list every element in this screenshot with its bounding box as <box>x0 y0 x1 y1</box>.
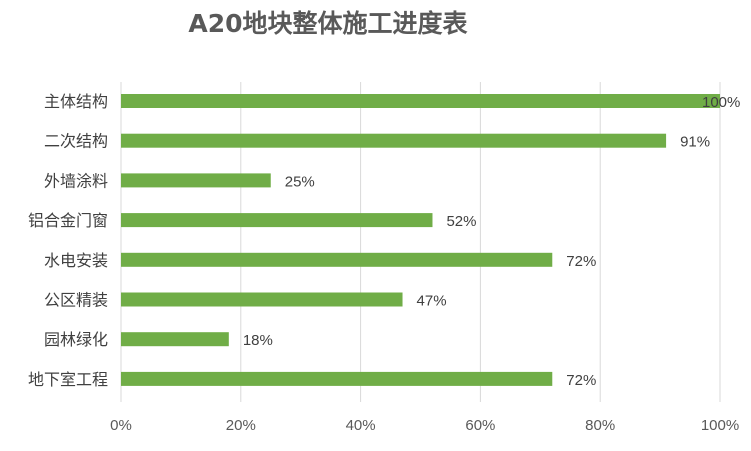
category-label: 外墙涂料 <box>44 171 108 190</box>
x-tick-label: 80% <box>585 417 615 434</box>
x-axis-ticks: 0% 20% 40% 60% 80% 100% <box>110 417 739 434</box>
bar <box>121 332 229 347</box>
data-label: 72% <box>566 372 596 389</box>
bar <box>121 94 720 108</box>
x-tick-label: 60% <box>465 417 495 434</box>
x-tick-label: 20% <box>226 417 256 434</box>
category-label: 公区精装 <box>44 291 108 310</box>
gridlines <box>120 82 721 402</box>
bar <box>121 292 403 307</box>
data-label: 18% <box>243 332 273 349</box>
bar <box>121 252 553 267</box>
category-label: 主体结构 <box>44 92 108 111</box>
bar <box>121 371 553 386</box>
bar <box>121 213 433 228</box>
bars <box>121 94 720 386</box>
x-tick-label: 100% <box>701 417 739 434</box>
bar <box>121 173 271 188</box>
category-label: 园林绿化 <box>44 330 108 349</box>
data-label: 25% <box>285 173 315 190</box>
data-label: 72% <box>566 253 596 270</box>
data-label: 91% <box>680 134 710 151</box>
category-label: 地下室工程 <box>28 370 108 389</box>
chart-title: A20地块整体施工进度表 <box>188 9 468 38</box>
data-labels: 100% 91% 25% 52% 72% 47% 18% 72% <box>243 94 741 389</box>
data-label: 52% <box>446 213 476 230</box>
x-tick-label: 0% <box>110 417 132 434</box>
data-label: 100% <box>702 94 740 111</box>
x-tick-label: 40% <box>346 417 376 434</box>
bar <box>121 133 667 148</box>
category-label: 二次结构 <box>44 132 108 151</box>
category-label: 铝合金门窗 <box>28 211 108 230</box>
category-label: 水电安装 <box>44 251 108 270</box>
data-label: 47% <box>417 293 447 310</box>
